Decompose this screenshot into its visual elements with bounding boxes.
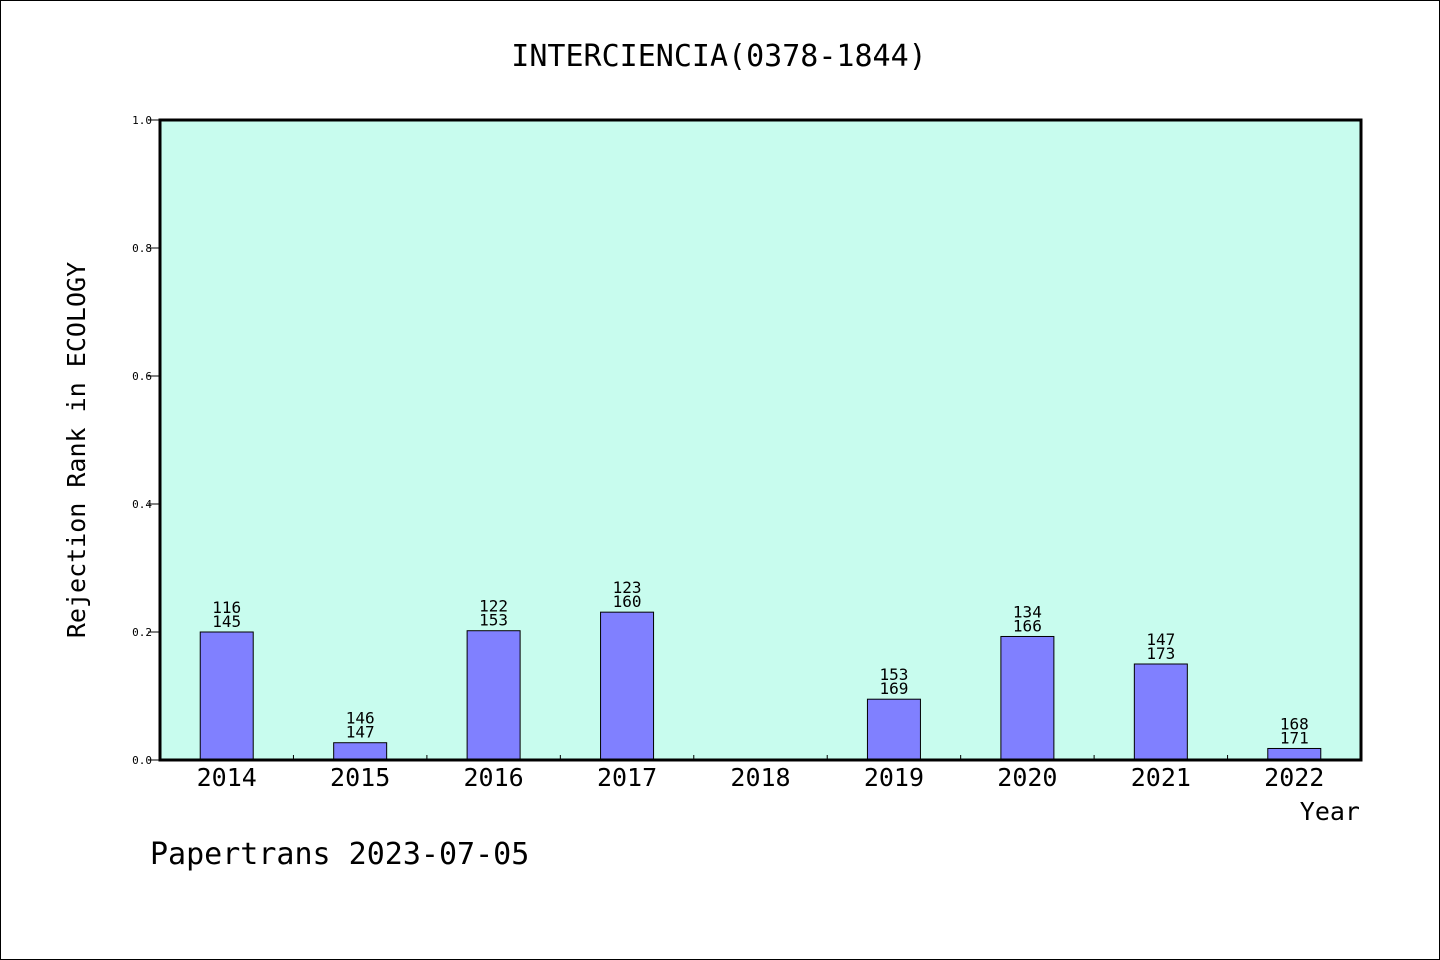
- data-label-bottom-2014: 145: [212, 612, 241, 631]
- chart-title: INTERCIENCIA(0378-1844): [511, 39, 926, 74]
- data-label-bottom-2019: 169: [879, 679, 908, 698]
- x-tick-label-2015: 2015: [330, 763, 390, 792]
- data-label-bottom-2020: 166: [1013, 616, 1042, 635]
- y-tick-label: 0.2: [132, 626, 152, 639]
- data-label-top-2017: 123: [613, 578, 642, 597]
- bar-2021: [1133, 663, 1188, 761]
- data-label-top-2014: 116: [212, 598, 241, 617]
- data-label-top-2015: 146: [346, 709, 375, 728]
- x-tick-label-2019: 2019: [864, 763, 924, 792]
- data-label-bottom-2017: 160: [613, 592, 642, 611]
- x-axis-label: Year: [1300, 797, 1360, 826]
- bar-2022: [1267, 747, 1322, 761]
- bar-2017: [600, 611, 655, 761]
- data-labels-layer: 1161451461471221531231601531691341661471…: [212, 578, 1308, 747]
- plot-border: [158, 118, 1363, 762]
- bars-layer: [199, 611, 1322, 761]
- data-label-bottom-2016: 153: [479, 611, 508, 630]
- y-tick-label: 0.0: [132, 754, 152, 767]
- data-label-top-2022: 168: [1280, 714, 1309, 733]
- bar-2020: [1000, 635, 1055, 761]
- data-label-top-2021: 147: [1146, 630, 1175, 649]
- data-label-top-2016: 122: [479, 597, 508, 616]
- y-tick-label: 1.0: [132, 114, 152, 127]
- data-label-top-2020: 134: [1013, 602, 1042, 621]
- x-tick-label-2016: 2016: [464, 763, 524, 792]
- data-label-bottom-2022: 171: [1280, 728, 1309, 747]
- bar-2019: [866, 698, 921, 761]
- x-axis: 2014 2015 2016 2017 2018 2019 2020 2021 2022: [197, 755, 1324, 792]
- x-tick-label-2017: 2017: [597, 763, 657, 792]
- footer-credit: Papertrans 2023-07-05: [150, 837, 529, 872]
- y-tick-label: 0.6: [132, 370, 152, 383]
- plot-area: [160, 120, 1361, 760]
- bar-2014: [199, 631, 254, 761]
- x-tick-label-2020: 2020: [997, 763, 1057, 792]
- y-axis: 0.0 0.2 0.4 0.6 0.8 1.0: [132, 114, 160, 767]
- y-tick-label: 0.8: [132, 242, 152, 255]
- data-label-bottom-2015: 147: [346, 723, 375, 742]
- y-axis-label: Rejection Rank in ECOLOGY: [62, 262, 91, 638]
- x-tick-label-2022: 2022: [1264, 763, 1324, 792]
- data-label-bottom-2021: 173: [1146, 644, 1175, 663]
- x-tick-label-2018: 2018: [730, 763, 790, 792]
- data-label-top-2019: 153: [879, 665, 908, 684]
- x-tick-label-2021: 2021: [1131, 763, 1191, 792]
- x-tick-label-2014: 2014: [197, 763, 257, 792]
- bar-2015: [333, 742, 388, 761]
- y-tick-label: 0.4: [132, 498, 152, 511]
- bar-2016: [466, 630, 521, 761]
